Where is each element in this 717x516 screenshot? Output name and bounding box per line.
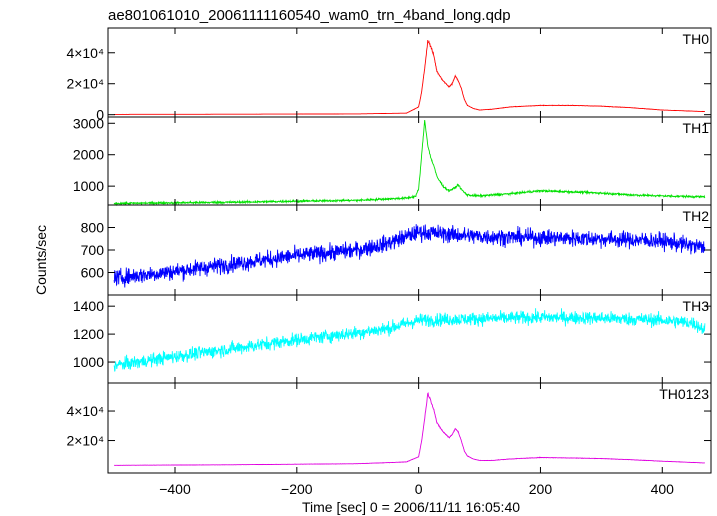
y-tick-label: 1000 bbox=[73, 354, 104, 370]
y-tick-label: 800 bbox=[81, 220, 105, 236]
x-tick-label: 400 bbox=[651, 481, 675, 497]
y-tick-label: 1000 bbox=[73, 178, 104, 194]
panel-frame bbox=[107, 382, 712, 474]
y-tick-label: 600 bbox=[81, 265, 105, 281]
panel-th2: 600 700 800 TH2 bbox=[81, 204, 712, 296]
series-label-th2: TH2 bbox=[683, 208, 710, 224]
y-tick-label: 4×10⁴ bbox=[66, 403, 104, 419]
y-tick-label: 700 bbox=[81, 242, 105, 258]
series-line-th3 bbox=[113, 308, 706, 372]
x-axis-label: Time [sec] 0 = 2006/11/11 16:05:40 bbox=[302, 499, 520, 515]
panel-frame bbox=[107, 294, 712, 384]
series-label-th3: TH3 bbox=[683, 298, 710, 314]
series-label-th0123: TH0123 bbox=[659, 386, 709, 402]
series-label-th0: TH0 bbox=[683, 31, 710, 47]
x-tick-label: −400 bbox=[159, 481, 191, 497]
y-tick-label: 2000 bbox=[73, 147, 104, 163]
y-tick-label: 2×10⁴ bbox=[66, 433, 104, 449]
panel-th0: 0 2×10⁴ 4×10⁴ TH0 bbox=[66, 27, 712, 123]
series-line-th1 bbox=[113, 119, 706, 207]
series-line-th0 bbox=[114, 40, 705, 115]
chart-title: ae801061010_20061111160540_wam0_trn_4ban… bbox=[108, 7, 511, 24]
x-tick-label: 200 bbox=[529, 481, 553, 497]
panel-th1: 1000 2000 3000 TH1 bbox=[73, 115, 712, 207]
y-tick-label: 2×10⁴ bbox=[66, 76, 104, 92]
x-axis: −400 −200 0 200 400 bbox=[159, 481, 674, 497]
y-axis-label: Counts/sec bbox=[33, 225, 49, 295]
panel-th0123: 2×10⁴ 4×10⁴ TH0123 bbox=[66, 382, 712, 474]
y-tick-label: 0 bbox=[96, 107, 104, 123]
series-line-th0123 bbox=[114, 392, 706, 466]
series-line-th2 bbox=[113, 224, 706, 288]
x-tick-label: 0 bbox=[415, 481, 423, 497]
panel-frame bbox=[107, 204, 712, 296]
panel-th3: 1000 1200 1400 TH3 bbox=[73, 294, 712, 384]
panel-frame bbox=[107, 27, 712, 118]
x-tick-label: −200 bbox=[281, 481, 313, 497]
series-label-th1: TH1 bbox=[683, 120, 710, 136]
panel-frame bbox=[107, 116, 712, 206]
panels-group: 0 2×10⁴ 4×10⁴ TH0 1000 2000 3000 TH1 600 700 800 TH… bbox=[66, 27, 712, 474]
y-tick-label: 4×10⁴ bbox=[66, 45, 104, 61]
y-tick-label: 1200 bbox=[73, 326, 104, 342]
y-tick-label: 1400 bbox=[73, 298, 104, 314]
y-tick-label: 3000 bbox=[73, 115, 104, 131]
